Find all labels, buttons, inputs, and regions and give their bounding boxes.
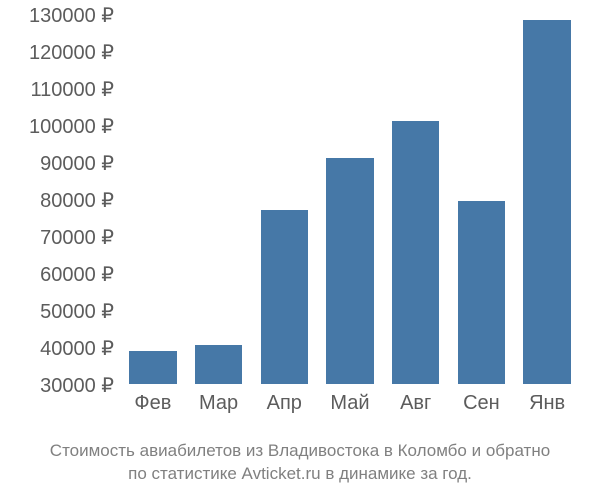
x-tick-label: Апр bbox=[251, 392, 317, 415]
x-tick-label: Фев bbox=[120, 392, 186, 415]
y-tick-label: 110000 ₽ bbox=[30, 77, 114, 102]
bar bbox=[326, 158, 373, 384]
bar bbox=[261, 210, 308, 384]
x-tick-label: Авг bbox=[383, 392, 449, 415]
bar bbox=[523, 20, 570, 384]
x-tick-label: Мар bbox=[186, 392, 252, 415]
bar bbox=[129, 351, 176, 384]
bar bbox=[458, 201, 505, 384]
y-tick-label: 70000 ₽ bbox=[40, 225, 114, 250]
y-tick-label: 120000 ₽ bbox=[29, 40, 114, 65]
bar bbox=[195, 345, 242, 384]
y-tick-label: 40000 ₽ bbox=[40, 336, 114, 361]
x-tick-label: Май bbox=[317, 392, 383, 415]
y-tick-label: 60000 ₽ bbox=[40, 262, 114, 287]
price-bar-chart: Стоимость авиабилетов из Владивостока в … bbox=[0, 0, 600, 500]
x-tick-label: Янв bbox=[514, 392, 580, 415]
y-tick-label: 100000 ₽ bbox=[29, 114, 114, 139]
y-tick-label: 80000 ₽ bbox=[40, 188, 114, 213]
y-tick-label: 90000 ₽ bbox=[40, 151, 114, 176]
y-tick-label: 50000 ₽ bbox=[40, 299, 114, 324]
y-tick-label: 30000 ₽ bbox=[40, 373, 114, 398]
caption-line: Стоимость авиабилетов из Владивостока в … bbox=[0, 440, 600, 463]
bar bbox=[392, 121, 439, 384]
chart-caption: Стоимость авиабилетов из Владивостока в … bbox=[0, 440, 600, 486]
plot-area bbox=[120, 14, 580, 384]
caption-line: по статистике Avticket.ru в динамике за … bbox=[0, 463, 600, 486]
x-tick-label: Сен bbox=[449, 392, 515, 415]
y-tick-label: 130000 ₽ bbox=[29, 3, 114, 28]
